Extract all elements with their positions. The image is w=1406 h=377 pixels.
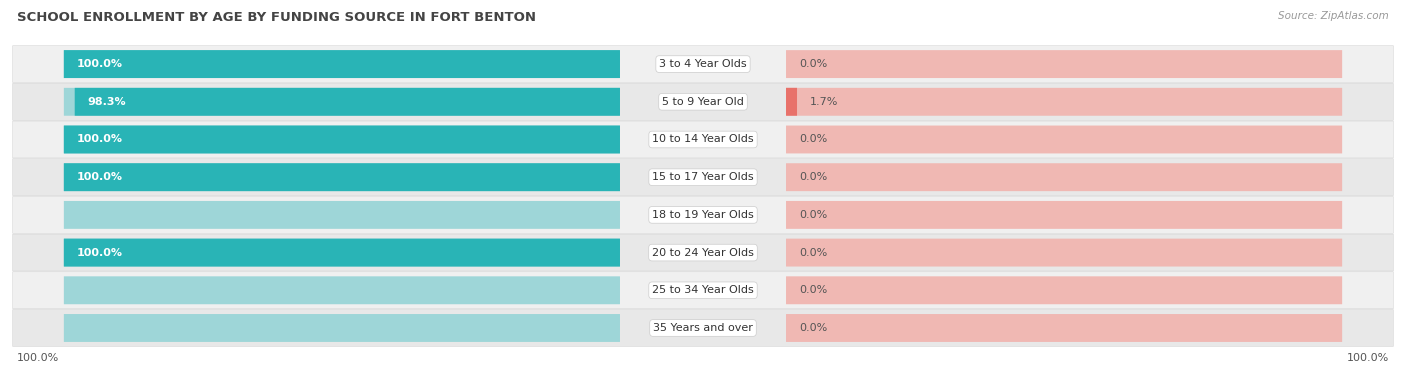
FancyBboxPatch shape	[63, 126, 620, 153]
FancyBboxPatch shape	[786, 88, 1343, 116]
Text: 15 to 17 Year Olds: 15 to 17 Year Olds	[652, 172, 754, 182]
FancyBboxPatch shape	[13, 46, 1393, 83]
FancyBboxPatch shape	[786, 276, 1343, 304]
Text: 0.0%: 0.0%	[799, 172, 827, 182]
Text: SCHOOL ENROLLMENT BY AGE BY FUNDING SOURCE IN FORT BENTON: SCHOOL ENROLLMENT BY AGE BY FUNDING SOUR…	[17, 11, 536, 24]
FancyBboxPatch shape	[63, 163, 620, 191]
Text: 100.0%: 100.0%	[77, 59, 122, 69]
Text: 10 to 14 Year Olds: 10 to 14 Year Olds	[652, 135, 754, 144]
Text: 35 Years and over: 35 Years and over	[652, 323, 754, 333]
Text: 100.0%: 100.0%	[17, 353, 59, 363]
FancyBboxPatch shape	[786, 88, 797, 116]
FancyBboxPatch shape	[13, 159, 1393, 196]
FancyBboxPatch shape	[786, 126, 1343, 153]
FancyBboxPatch shape	[786, 50, 1343, 78]
FancyBboxPatch shape	[786, 239, 1343, 267]
FancyBboxPatch shape	[75, 88, 620, 116]
FancyBboxPatch shape	[63, 239, 620, 267]
Text: 20 to 24 Year Olds: 20 to 24 Year Olds	[652, 248, 754, 257]
Text: 18 to 19 Year Olds: 18 to 19 Year Olds	[652, 210, 754, 220]
FancyBboxPatch shape	[786, 201, 1343, 229]
Text: 0.0%: 0.0%	[665, 210, 693, 220]
FancyBboxPatch shape	[13, 83, 1393, 120]
Text: 0.0%: 0.0%	[799, 285, 827, 295]
Text: 100.0%: 100.0%	[77, 135, 122, 144]
FancyBboxPatch shape	[63, 163, 620, 191]
Text: 25 to 34 Year Olds: 25 to 34 Year Olds	[652, 285, 754, 295]
FancyBboxPatch shape	[13, 196, 1393, 233]
FancyBboxPatch shape	[786, 314, 1343, 342]
Text: 1.7%: 1.7%	[810, 97, 838, 107]
Text: 100.0%: 100.0%	[77, 248, 122, 257]
FancyBboxPatch shape	[63, 314, 620, 342]
Text: 0.0%: 0.0%	[799, 135, 827, 144]
FancyBboxPatch shape	[63, 50, 620, 78]
FancyBboxPatch shape	[63, 201, 620, 229]
Text: Source: ZipAtlas.com: Source: ZipAtlas.com	[1278, 11, 1389, 21]
FancyBboxPatch shape	[63, 239, 620, 267]
FancyBboxPatch shape	[13, 272, 1393, 309]
Text: 0.0%: 0.0%	[799, 248, 827, 257]
Text: 100.0%: 100.0%	[1347, 353, 1389, 363]
FancyBboxPatch shape	[63, 50, 620, 78]
FancyBboxPatch shape	[786, 163, 1343, 191]
Text: 0.0%: 0.0%	[665, 285, 693, 295]
Text: 0.0%: 0.0%	[799, 59, 827, 69]
Text: 5 to 9 Year Old: 5 to 9 Year Old	[662, 97, 744, 107]
FancyBboxPatch shape	[63, 88, 620, 116]
FancyBboxPatch shape	[13, 310, 1393, 346]
Text: 0.0%: 0.0%	[799, 323, 827, 333]
Text: 0.0%: 0.0%	[665, 323, 693, 333]
Text: 0.0%: 0.0%	[799, 210, 827, 220]
Text: 100.0%: 100.0%	[77, 172, 122, 182]
FancyBboxPatch shape	[13, 234, 1393, 271]
Text: 98.3%: 98.3%	[87, 97, 127, 107]
Text: 3 to 4 Year Olds: 3 to 4 Year Olds	[659, 59, 747, 69]
FancyBboxPatch shape	[63, 126, 620, 153]
FancyBboxPatch shape	[63, 276, 620, 304]
FancyBboxPatch shape	[13, 121, 1393, 158]
